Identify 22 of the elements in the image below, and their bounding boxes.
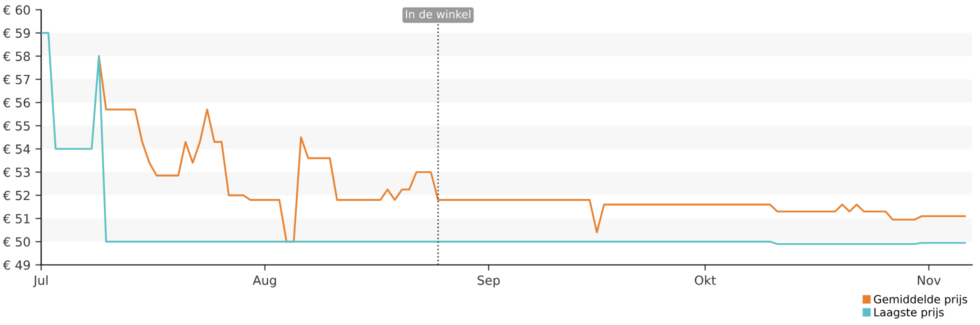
y-tick-label: € 58: [2, 52, 30, 62]
legend-label: Laagste prijs: [874, 308, 944, 319]
y-tick-label: € 49: [2, 260, 30, 270]
x-tick-label: Sep: [478, 276, 500, 288]
y-tick-label: € 60: [2, 5, 30, 15]
x-tick-label: Okt: [694, 275, 716, 285]
y-tick-label: € 55: [2, 121, 30, 131]
y-tick-label: € 59: [2, 28, 30, 38]
y-tick-label: € 50: [2, 237, 30, 247]
y-tick-label: € 52: [2, 190, 30, 200]
y-tick-label: € 57: [2, 74, 30, 84]
y-tick-label: € 51: [2, 214, 30, 224]
line-series: [98, 55, 966, 243]
y-tick-label: € 56: [2, 98, 30, 108]
line-series: [41, 32, 966, 245]
y-tick-label: € 54: [2, 144, 30, 154]
legend-label: Gemiddelde prijs: [874, 294, 968, 306]
ref-line-label: In de winkel: [406, 10, 470, 18]
y-tick-label: € 53: [2, 168, 30, 178]
x-tick-label: Jul: [32, 275, 48, 288]
x-tick-label: Aug: [252, 276, 276, 288]
x-tick-label: Nov: [918, 276, 941, 285]
